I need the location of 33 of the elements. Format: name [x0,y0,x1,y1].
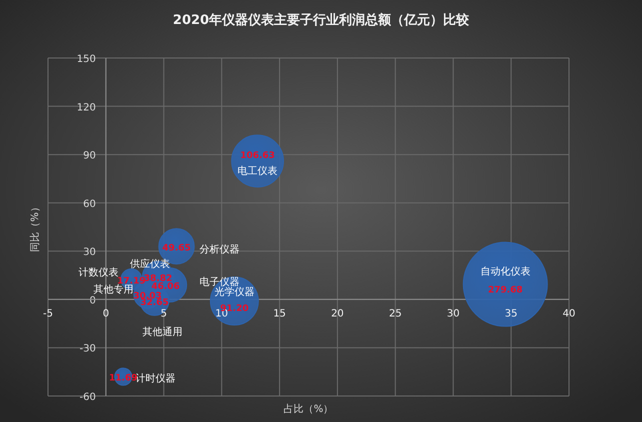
annotation: 电工仪表 [238,165,278,178]
data-label: 49.65 [162,243,191,254]
y-tick-label: -60 [80,392,96,403]
data-label: 38.82 [144,274,172,284]
y-tick-label: 90 [83,150,96,162]
data-label: 32.65 [140,298,169,308]
annotation: 自动化仪表 [480,265,530,278]
y-tick-label: 150 [76,54,96,65]
x-tick-label: 25 [388,308,402,320]
y-axis-title: 同比（%） [29,202,41,252]
x-tick-label: 30 [446,308,460,320]
y-tick-label: 30 [83,247,96,258]
data-label: 46.06 [151,282,180,292]
x-tick-label: 0 [102,308,110,320]
annotation: 计数仪表 [78,266,118,278]
y-tick-label: 60 [83,198,96,210]
annotation: 电子仪器 [200,276,240,288]
data-label: 279.68 [488,285,523,296]
chart-title: 2020年仪器仪表主要子行业利润总额（亿元）比较 [172,12,470,28]
data-label: 106.63 [240,151,275,162]
x-tick-label: 20 [331,308,344,320]
x-tick-label: 15 [273,308,286,320]
x-axis-title: 占比（%） [284,403,334,415]
x-tick-label: -5 [43,308,53,320]
annotation: 其他通用 [142,326,183,338]
annotation: 供应仪表 [130,258,170,270]
x-tick-label: 35 [504,308,518,320]
y-tick-label: 120 [76,102,96,114]
y-tick-label: -30 [80,344,96,355]
annotation: 计时仪器 [135,372,176,385]
annotation: 分析仪器 [200,243,240,256]
annotation: 光学仪器 [214,286,254,298]
x-tick-label: 40 [562,308,576,320]
